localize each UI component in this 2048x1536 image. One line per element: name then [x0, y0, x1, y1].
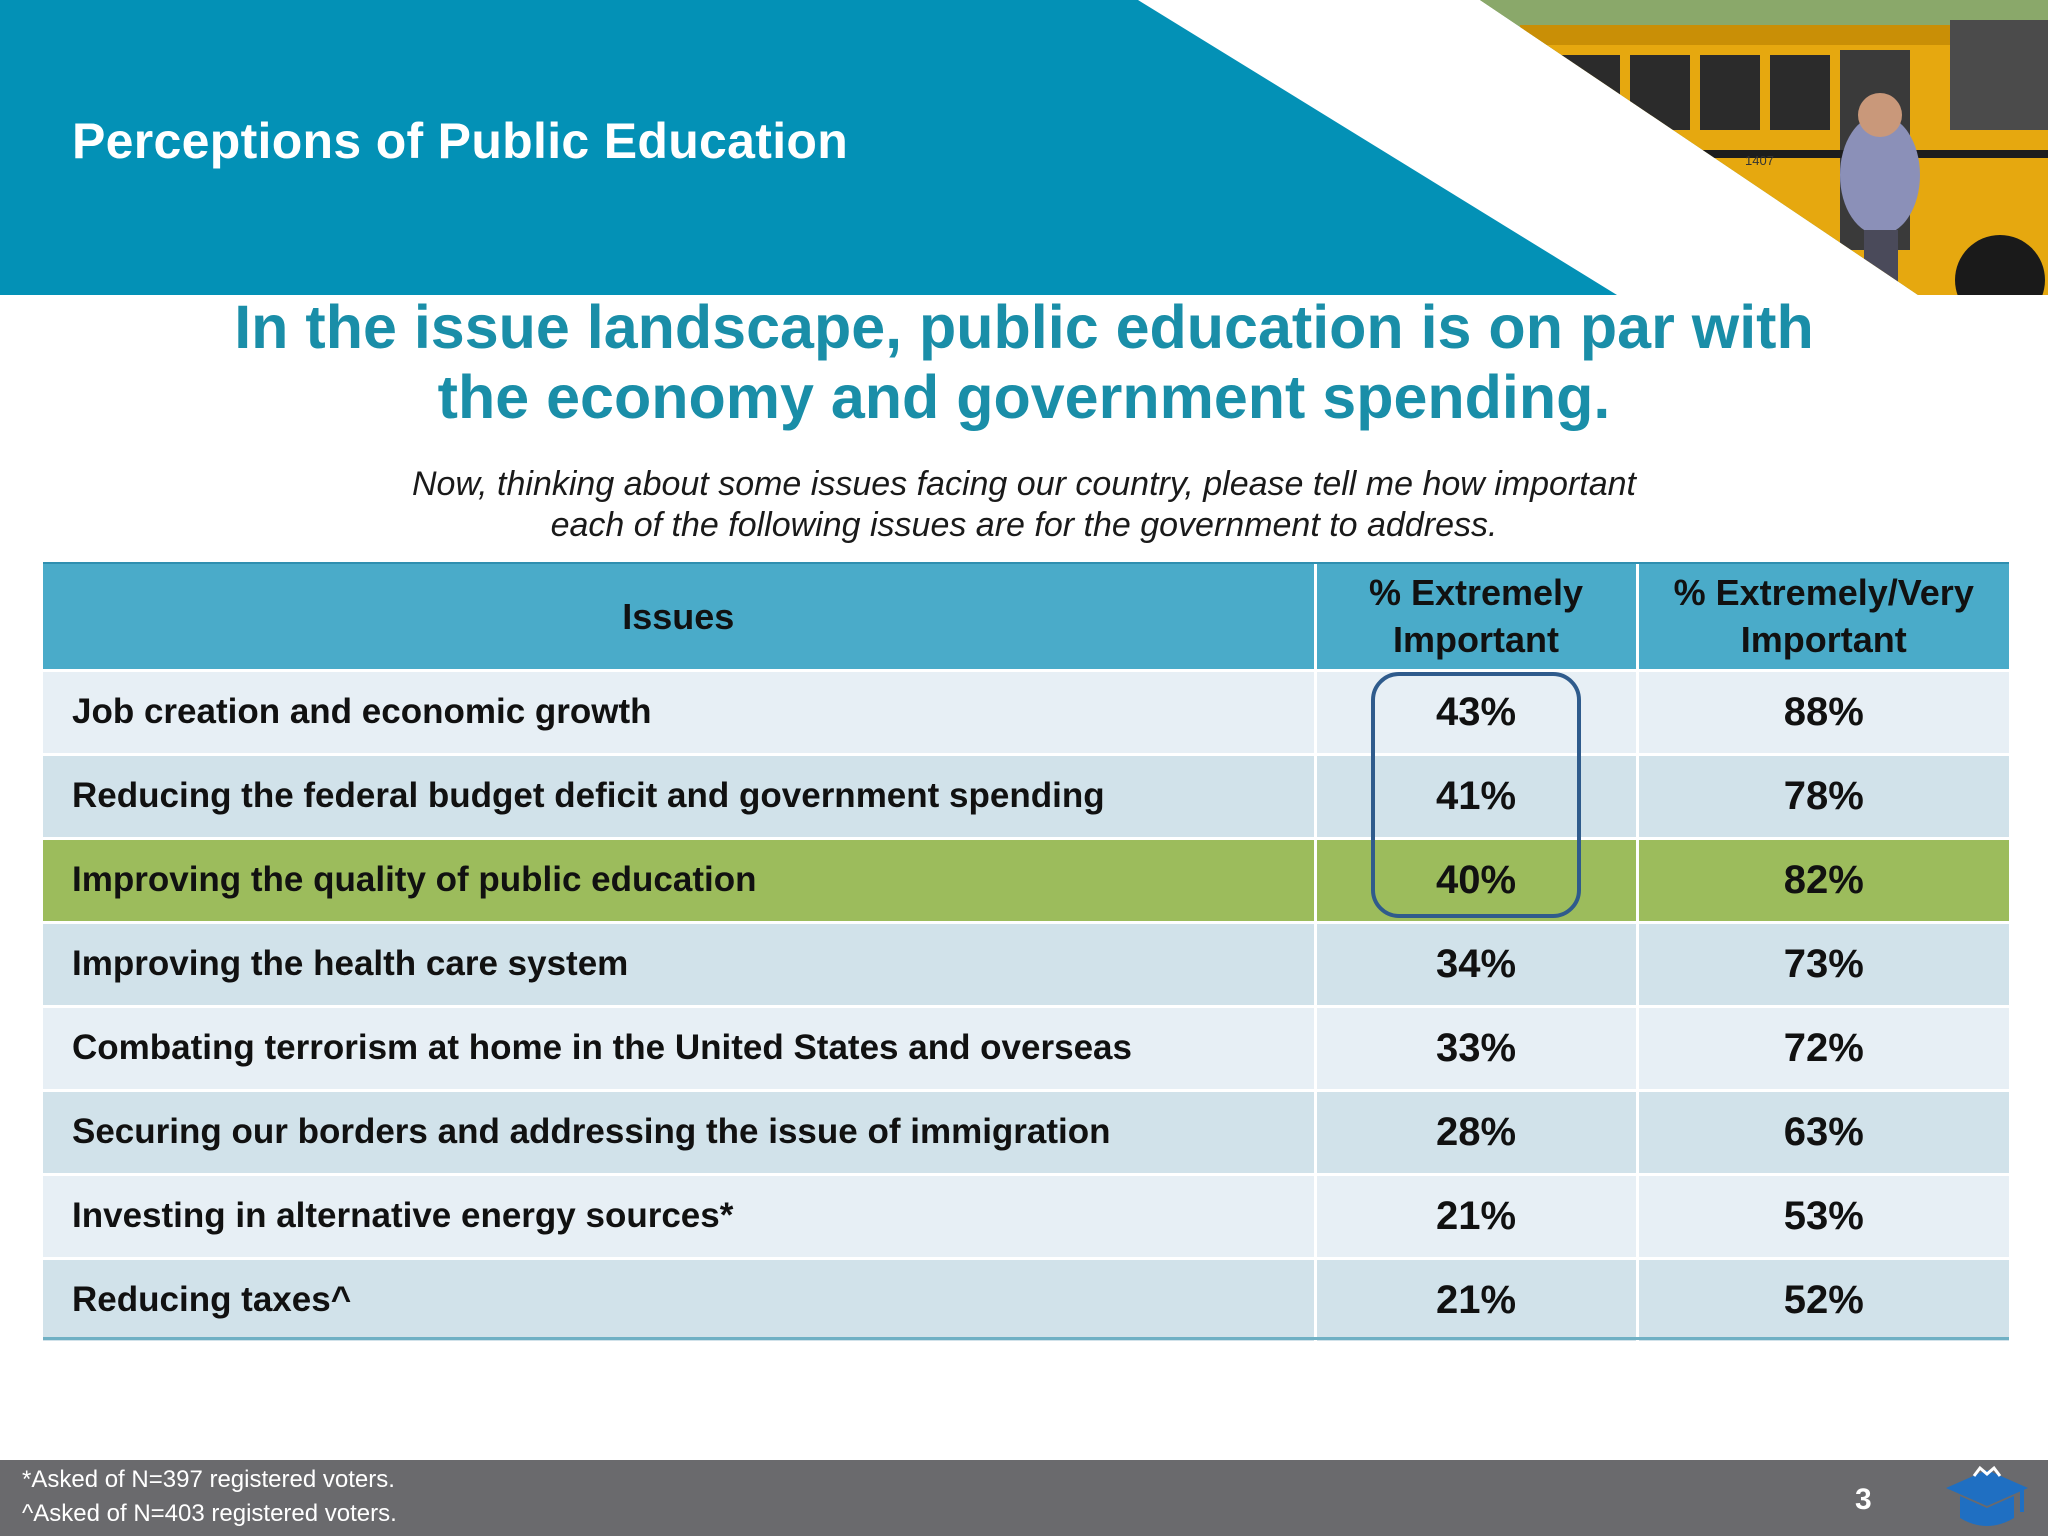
column-header-extremely-important: % Extremely Important: [1315, 564, 1639, 672]
table-top-rule: [43, 562, 2009, 565]
extremely-very-important-cell: 88%: [1637, 670, 2009, 756]
extremely-important-cell: 34%: [1315, 922, 1639, 1008]
column-header-extremely-line-1: % Extremely: [1368, 572, 1584, 614]
question-line-1: Now, thinking about some issues facing o…: [412, 465, 1636, 503]
page-number: 3: [1855, 1483, 1872, 1516]
extremely-very-important-cell: 73%: [1637, 922, 2009, 1008]
svg-text:1407: 1407: [1745, 153, 1774, 168]
extremely-very-important-cell: 82%: [1637, 838, 2009, 924]
issue-cell: Improving the quality of public educatio…: [43, 838, 1317, 924]
table-row: Investing in alternative energy sources*…: [43, 1174, 2009, 1260]
table-row: Combating terrorism at home in the Unite…: [43, 1006, 2009, 1092]
header-teal-panel: [0, 0, 1617, 295]
table-row: Improving the quality of public educatio…: [43, 838, 2009, 924]
extremely-important-cell: 21%: [1315, 1258, 1639, 1344]
extremely-important-cell: 33%: [1315, 1006, 1639, 1092]
graduation-cap-logo-icon: [1946, 1465, 2028, 1526]
extremely-very-important-cell: 53%: [1637, 1174, 2009, 1260]
footnote-2: ^Asked of N=403 registered voters.: [22, 1500, 397, 1527]
survey-question: Now, thinking about some issues facing o…: [0, 464, 2048, 546]
table-row: Reducing the federal budget deficit and …: [43, 754, 2009, 840]
header-title: Perceptions of Public Education: [72, 113, 849, 169]
header-band: 1407 Perceptions of Public Education: [0, 0, 2048, 295]
issue-cell: Combating terrorism at home in the Unite…: [43, 1006, 1317, 1092]
extremely-very-important-cell: 63%: [1637, 1090, 2009, 1176]
issue-cell: Reducing the federal budget deficit and …: [43, 754, 1317, 840]
headline-line-1: In the issue landscape, public education…: [234, 293, 1814, 361]
headline-line-2: the economy and government spending.: [437, 363, 1611, 431]
table-row: Reducing taxes^ 21% 52%: [43, 1258, 2009, 1344]
issue-cell: Improving the health care system: [43, 922, 1317, 1008]
issues-table: Issues % Extremely Important % Extremely…: [43, 564, 2009, 1344]
table-row: Securing our borders and addressing the …: [43, 1090, 2009, 1176]
header-graphic: 1407: [0, 0, 2048, 295]
table-header-row: Issues % Extremely Important % Extremely…: [43, 564, 2009, 672]
footnote-1: *Asked of N=397 registered voters.: [22, 1466, 395, 1493]
extremely-important-cell: 28%: [1315, 1090, 1639, 1176]
issue-cell: Reducing taxes^: [43, 1258, 1317, 1344]
school-bus-photo: 1407: [1480, 0, 2048, 295]
column-header-extremely-line-2: Important: [1393, 619, 1559, 661]
extremely-very-important-cell: 52%: [1637, 1258, 2009, 1344]
table-row: Improving the health care system 34% 73%: [43, 922, 2009, 1008]
table-row: Job creation and economic growth 43% 88%: [43, 670, 2009, 756]
column-header-extremely-very-important: % Extremely/Very Important: [1637, 564, 2009, 672]
column-header-issues: Issues: [43, 564, 1317, 672]
column-header-extremely-very-line-2: Important: [1740, 619, 1907, 661]
column-header-extremely-very-line-1: % Extremely/Very: [1673, 572, 1974, 614]
issue-cell: Securing our borders and addressing the …: [43, 1090, 1317, 1176]
extremely-important-cell: 40%: [1315, 838, 1639, 924]
table-bottom-rule: [43, 1337, 2009, 1340]
callout-box: [1371, 672, 1581, 918]
question-line-2: each of the following issues are for the…: [550, 506, 1498, 544]
table-body: Job creation and economic growth 43% 88% Re…: [43, 670, 2009, 1344]
extremely-very-important-cell: 72%: [1637, 1006, 2009, 1092]
headline: In the issue landscape, public education…: [0, 292, 2048, 432]
extremely-important-cell: 21%: [1315, 1174, 1639, 1260]
footer-bar: [0, 1460, 2048, 1536]
extremely-very-important-cell: 78%: [1637, 754, 2009, 840]
extremely-important-cell: 43%: [1315, 670, 1639, 756]
issue-cell: Investing in alternative energy sources*: [43, 1174, 1317, 1260]
issue-cell: Job creation and economic growth: [43, 670, 1317, 756]
extremely-important-cell: 41%: [1315, 754, 1639, 840]
